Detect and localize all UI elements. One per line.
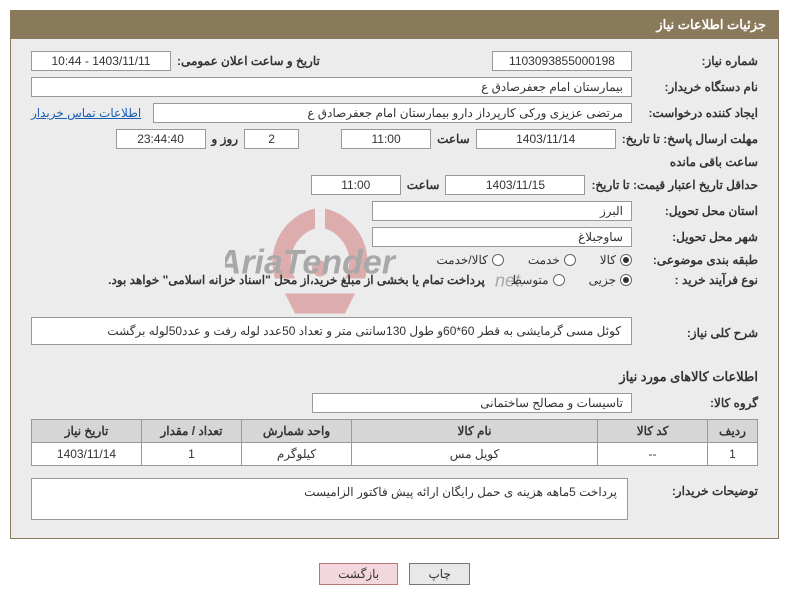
table-header-row: ردیف کد کالا نام کالا واحد شمارش تعداد /… bbox=[32, 420, 758, 443]
main-desc-box: کوئل مسی گرمایشی به قطر 60*60و طول 130سا… bbox=[31, 317, 632, 345]
footer-buttons: چاپ بازگشت bbox=[0, 549, 789, 605]
back-button[interactable]: بازگشت bbox=[319, 563, 398, 585]
radio-medium-label: متوسط bbox=[511, 273, 549, 287]
radio-service-input[interactable] bbox=[564, 254, 576, 266]
row-province: استان محل تحویل: البرز bbox=[31, 201, 758, 221]
radio-both-input[interactable] bbox=[492, 254, 504, 266]
deadline-label: مهلت ارسال پاسخ: تا تاریخ: bbox=[622, 132, 758, 146]
goods-group-value: تاسیسات و مصالح ساختمانی bbox=[312, 393, 632, 413]
th-code: کد کالا bbox=[598, 420, 708, 443]
row-validity: حداقل تاریخ اعتبار قیمت: تا تاریخ: 1403/… bbox=[31, 175, 758, 195]
need-number-label: شماره نیاز: bbox=[638, 54, 758, 68]
validity-label: حداقل تاریخ اعتبار قیمت: تا تاریخ: bbox=[591, 178, 758, 192]
validity-time: 11:00 bbox=[311, 175, 401, 195]
process-label: نوع فرآیند خرید : bbox=[638, 273, 758, 287]
process-radio-group: جزیی متوسط bbox=[511, 273, 632, 287]
details-panel: جزئیات اطلاعات نیاز AriaTender .net شمار… bbox=[10, 10, 779, 539]
main-desc-label: شرح کلی نیاز: bbox=[638, 326, 758, 340]
need-number-value: 1103093855000198 bbox=[492, 51, 632, 71]
time-label-2: ساعت bbox=[407, 178, 440, 192]
radio-service-label: خدمت bbox=[528, 253, 560, 267]
time-label-1: ساعت bbox=[437, 132, 470, 146]
cell-code: -- bbox=[598, 443, 708, 466]
table-row: 1 -- کویل مس کیلوگرم 1 1403/11/14 bbox=[32, 443, 758, 466]
buyer-notes-box: پرداخت 5ماهه هزینه ی حمل رایگان ارائه پی… bbox=[31, 478, 628, 520]
radio-partial-label: جزیی bbox=[589, 273, 616, 287]
radio-both-label: کالا/خدمت bbox=[436, 253, 487, 267]
row-process: نوع فرآیند خرید : جزیی متوسط پرداخت تمام… bbox=[31, 273, 758, 287]
panel-body: AriaTender .net شماره نیاز: 110309385500… bbox=[11, 39, 778, 538]
city-value: ساوجبلاغ bbox=[372, 227, 632, 247]
cell-qty: 1 bbox=[142, 443, 242, 466]
deadline-date: 1403/11/14 bbox=[476, 129, 616, 149]
contact-link[interactable]: اطلاعات تماس خریدار bbox=[31, 106, 141, 120]
days-remaining: 2 bbox=[244, 129, 299, 149]
row-main-desc: شرح کلی نیاز: کوئل مسی گرمایشی به قطر 60… bbox=[31, 311, 758, 355]
print-button[interactable]: چاپ bbox=[409, 563, 469, 585]
row-deadline: مهلت ارسال پاسخ: تا تاریخ: 1403/11/14 سا… bbox=[31, 129, 758, 169]
goods-table: ردیف کد کالا نام کالا واحد شمارش تعداد /… bbox=[31, 419, 758, 466]
goods-section-title: اطلاعات کالاهای مورد نیاز bbox=[31, 369, 758, 385]
goods-group-label: گروه کالا: bbox=[638, 396, 758, 410]
radio-goods[interactable]: کالا bbox=[600, 253, 632, 267]
radio-goods-input[interactable] bbox=[620, 254, 632, 266]
row-buyer-notes: توضیحات خریدار: پرداخت 5ماهه هزینه ی حمل… bbox=[31, 478, 758, 520]
row-city: شهر محل تحویل: ساوجبلاغ bbox=[31, 227, 758, 247]
row-buyer-org: نام دستگاه خریدار: بیمارستان امام جعفرصا… bbox=[31, 77, 758, 97]
buyer-org-label: نام دستگاه خریدار: bbox=[638, 80, 758, 94]
th-date: تاریخ نیاز bbox=[32, 420, 142, 443]
payment-note: پرداخت تمام یا بخشی از مبلغ خرید،از محل … bbox=[108, 273, 485, 287]
category-radio-group: کالا خدمت کالا/خدمت bbox=[436, 253, 632, 267]
announce-value: 1403/11/11 - 10:44 bbox=[31, 51, 171, 71]
th-name: نام کالا bbox=[352, 420, 598, 443]
cell-name: کویل مس bbox=[352, 443, 598, 466]
radio-goods-label: کالا bbox=[600, 253, 616, 267]
cell-row: 1 bbox=[708, 443, 758, 466]
requester-label: ایجاد کننده درخواست: bbox=[638, 106, 758, 120]
validity-date: 1403/11/15 bbox=[445, 175, 585, 195]
countdown-time: 23:44:40 bbox=[116, 129, 206, 149]
row-need-number: شماره نیاز: 1103093855000198 تاریخ و ساع… bbox=[31, 51, 758, 71]
radio-partial[interactable]: جزیی bbox=[589, 273, 632, 287]
radio-partial-input[interactable] bbox=[620, 274, 632, 286]
radio-both[interactable]: کالا/خدمت bbox=[436, 253, 503, 267]
radio-medium[interactable]: متوسط bbox=[511, 273, 565, 287]
buyer-notes-label: توضیحات خریدار: bbox=[638, 478, 758, 498]
cell-unit: کیلوگرم bbox=[242, 443, 352, 466]
row-category: طبقه بندی موضوعی: کالا خدمت کالا/خدمت bbox=[31, 253, 758, 267]
radio-service[interactable]: خدمت bbox=[528, 253, 576, 267]
radio-medium-input[interactable] bbox=[553, 274, 565, 286]
th-unit: واحد شمارش bbox=[242, 420, 352, 443]
row-requester: ایجاد کننده درخواست: مرتضی عزیزی ورکی کا… bbox=[31, 103, 758, 123]
city-label: شهر محل تحویل: bbox=[638, 230, 758, 244]
province-value: البرز bbox=[372, 201, 632, 221]
days-and-label: روز و bbox=[212, 132, 239, 146]
th-row: ردیف bbox=[708, 420, 758, 443]
province-label: استان محل تحویل: bbox=[638, 204, 758, 218]
announce-label: تاریخ و ساعت اعلان عمومی: bbox=[177, 54, 320, 68]
buyer-org-value: بیمارستان امام جعفرصادق ع bbox=[31, 77, 632, 97]
row-goods-group: گروه کالا: تاسیسات و مصالح ساختمانی bbox=[31, 393, 758, 413]
category-label: طبقه بندی موضوعی: bbox=[638, 253, 758, 267]
panel-title: جزئیات اطلاعات نیاز bbox=[11, 11, 778, 39]
requester-value: مرتضی عزیزی ورکی کارپرداز دارو بیمارستان… bbox=[153, 103, 632, 123]
deadline-time: 11:00 bbox=[341, 129, 431, 149]
th-qty: تعداد / مقدار bbox=[142, 420, 242, 443]
cell-date: 1403/11/14 bbox=[32, 443, 142, 466]
remaining-label: ساعت باقی مانده bbox=[670, 155, 758, 169]
